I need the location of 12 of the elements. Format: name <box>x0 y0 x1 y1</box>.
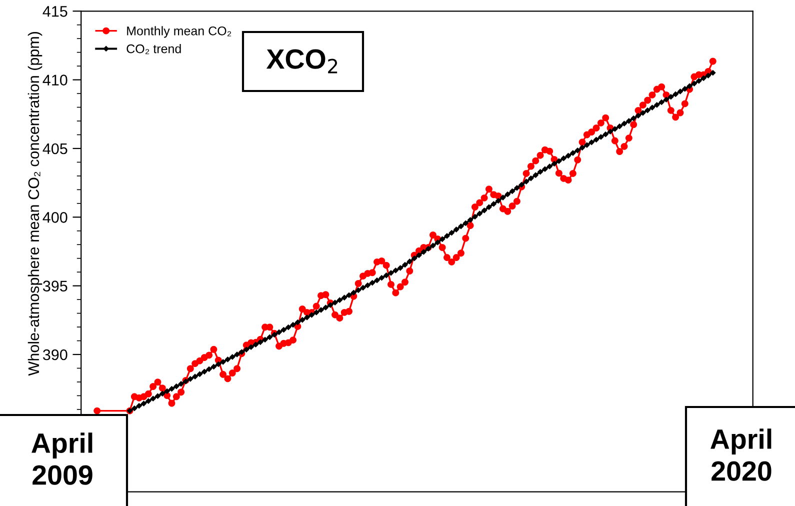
y-tick-label: 415 <box>42 6 68 17</box>
annotation: XCO$_{2}$ <box>266 49 338 74</box>
y-tick-label: 410 <box>42 74 68 86</box>
y-tick-label: 405 <box>42 143 68 154</box>
annotation: April 2020 <box>710 428 772 481</box>
y-tick-label: 390 <box>42 349 68 360</box>
y-axis-title: Whole-atmosphere mean CO₂ concentration (ppm) <box>28 32 42 376</box>
y-tick-label: 400 <box>42 212 68 223</box>
legend-label: CO₂ trend <box>126 44 181 54</box>
y-tick-label: 395 <box>42 280 68 292</box>
legend-label: Monthly mean CO₂ <box>127 26 232 38</box>
text: April 2009 <box>32 432 92 485</box>
